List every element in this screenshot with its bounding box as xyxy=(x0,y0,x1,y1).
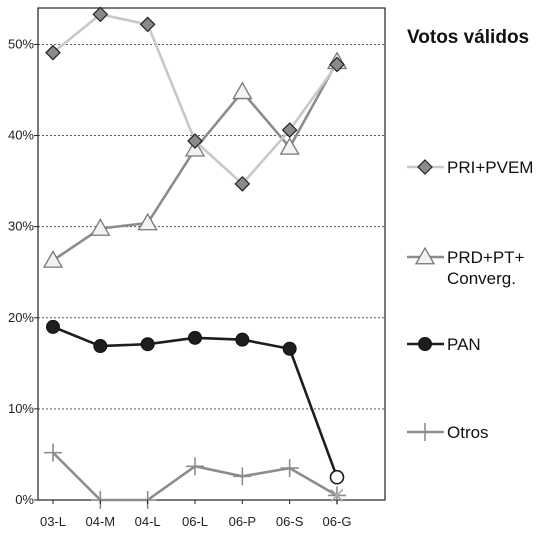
legend-marker xyxy=(417,159,433,175)
x-tick-label: 06-P xyxy=(229,514,256,529)
y-tick-label: 20% xyxy=(8,310,34,325)
data-point xyxy=(186,457,204,476)
legend-marker xyxy=(414,246,436,265)
x-tick-label: 06-G xyxy=(323,514,352,529)
data-point xyxy=(329,56,345,73)
legend-item: PRI+PVEM xyxy=(407,158,533,177)
y-tick-label: 10% xyxy=(8,401,34,416)
data-point xyxy=(93,339,108,354)
data-point-marker-x xyxy=(330,488,344,503)
chart-title: Votos válidos xyxy=(407,27,529,48)
data-point xyxy=(137,212,158,231)
legend: PRI+PVEM PRD+PT+ Converg. PAN Otros xyxy=(407,158,533,442)
data-point xyxy=(282,341,297,356)
plot-area-frame xyxy=(37,7,386,501)
x-tick-label: 03-L xyxy=(40,514,66,529)
x-tick-label: 04-L xyxy=(135,514,161,529)
data-point xyxy=(140,337,155,352)
legend-label: Otros xyxy=(447,423,489,442)
y-tick-label: 0% xyxy=(15,492,34,507)
legend-item: PRD+PT+ Converg. xyxy=(407,246,525,288)
legend-label: Converg. xyxy=(447,269,516,288)
series-pri-pvem xyxy=(45,6,345,192)
data-point xyxy=(45,44,61,61)
legend-item: PAN xyxy=(407,335,481,354)
data-point xyxy=(280,459,299,478)
legend-marker xyxy=(418,337,432,351)
series-layer xyxy=(42,6,348,509)
legend-label: PAN xyxy=(447,335,481,354)
legend-label: PRI+PVEM xyxy=(447,158,533,177)
legend-item: Otros xyxy=(407,423,489,442)
data-point xyxy=(92,6,109,23)
data-point xyxy=(232,81,253,100)
series-prd-pt-converg xyxy=(42,51,348,268)
data-point xyxy=(281,122,298,138)
axis-labels: 0% 10% 20% 30% 40% 50% 03-L 04-M 04-L 06-L 06-P 06-… xyxy=(8,36,351,529)
data-point xyxy=(279,137,300,155)
data-point xyxy=(46,319,60,334)
data-point xyxy=(235,332,250,347)
y-tick-label: 40% xyxy=(8,128,34,143)
x-tick-label: 06-S xyxy=(276,514,304,529)
y-tick-label: 50% xyxy=(8,36,34,51)
data-point xyxy=(90,218,111,236)
data-point xyxy=(44,443,62,462)
data-point xyxy=(233,467,252,486)
data-point xyxy=(234,175,251,192)
x-tick-label: 06-L xyxy=(182,514,208,529)
y-tick-label: 30% xyxy=(8,219,34,234)
data-point xyxy=(42,250,64,268)
data-point xyxy=(187,133,203,149)
x-tick-label: 04-M xyxy=(86,514,116,529)
legend-marker xyxy=(416,423,434,441)
legend-label: PRD+PT+ xyxy=(447,248,525,267)
data-point-highlight xyxy=(329,469,345,485)
data-point xyxy=(139,16,156,33)
data-point xyxy=(188,330,202,345)
